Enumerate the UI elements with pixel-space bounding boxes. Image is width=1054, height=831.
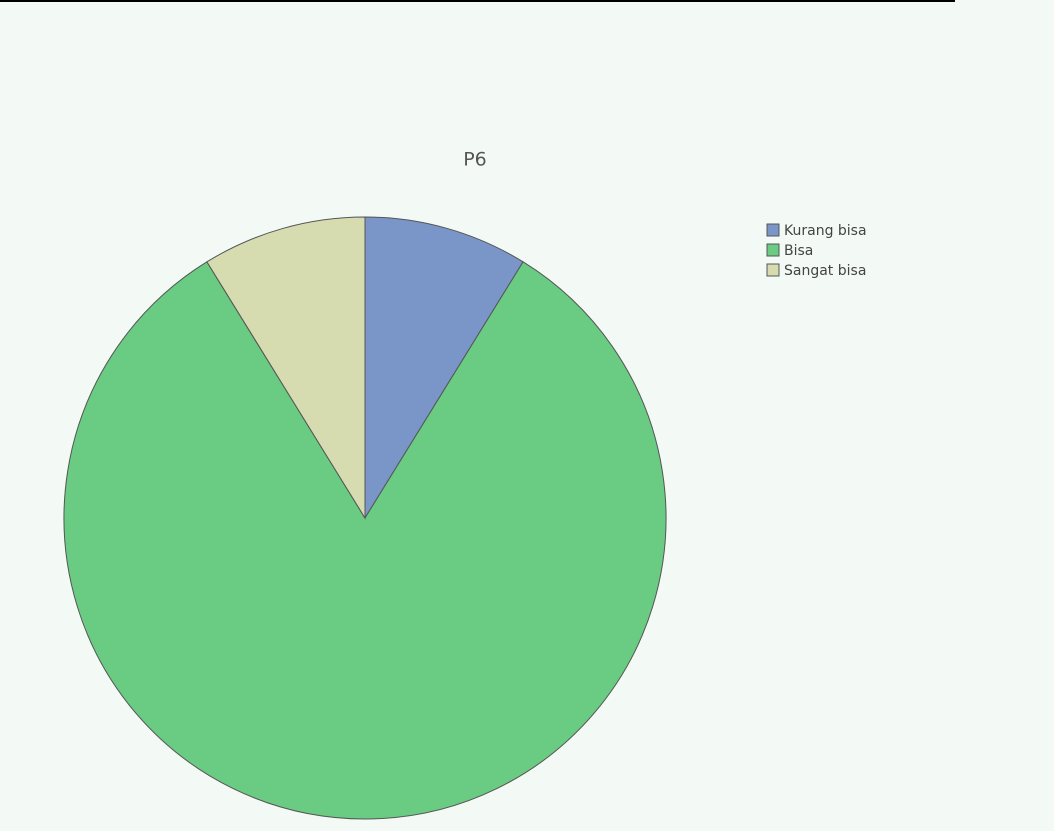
page: P6 Kurang bisaBisaSangat bisa (() => { c… xyxy=(0,0,1054,831)
legend-swatch xyxy=(767,224,779,236)
legend-swatch xyxy=(767,264,779,276)
legend-label: Kurang bisa xyxy=(784,223,867,239)
legend-label: Bisa xyxy=(784,243,813,259)
chart: P6 Kurang bisa Bisa Sangat bisa xyxy=(0,0,1054,831)
legend-label: Sangat bisa xyxy=(784,263,866,279)
chart-title: P6 xyxy=(463,149,487,171)
legend-swatch xyxy=(767,244,779,256)
